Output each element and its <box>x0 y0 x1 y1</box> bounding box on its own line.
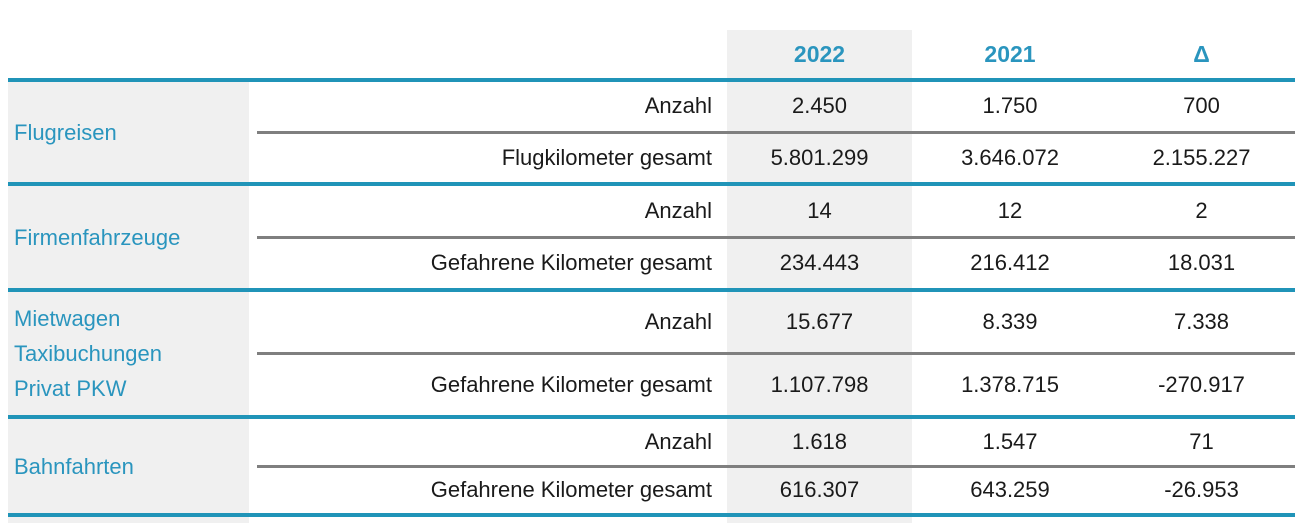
group-firmenfahrzeuge: Firmenfahrzeuge Anzahl 14 12 2 Gefahrene… <box>8 186 1295 288</box>
value-2021: 216.412 <box>970 250 1050 276</box>
group-separator <box>8 78 1295 82</box>
value-delta: 700 <box>1183 93 1220 119</box>
value-2022: 15.677 <box>785 309 854 334</box>
table-row: Flugkilometer gesamt 5.801.299 3.646.072… <box>257 134 1295 183</box>
value-2021: 1.547 <box>982 428 1038 454</box>
group-mietwagen-taxi-privat: Mietwagen Taxibuchungen Privat PKW Anzah… <box>8 292 1295 415</box>
table-row: Anzahl 1.618 1.547 71 <box>257 419 1295 465</box>
category-line: Privat PKW <box>14 376 127 401</box>
category-line: Bahnfahrten <box>14 453 134 479</box>
table-row: Gefahrene Kilometer gesamt 616.307 643.2… <box>257 468 1295 514</box>
row-divider <box>257 352 1295 355</box>
table-row: Gefahrene Kilometer gesamt 234.443 216.4… <box>257 239 1295 289</box>
group-rows: Anzahl 14 12 2 Gefahrene Kilometer gesam… <box>257 186 1295 288</box>
category-label: Mietwagen Taxibuchungen Privat PKW <box>8 292 249 415</box>
value-2022: 2.450 <box>791 93 848 119</box>
category-label: Flugreisen <box>8 82 249 182</box>
value-2021: 1.378.715 <box>961 372 1059 397</box>
group-bahnfahrten: Bahnfahrten Anzahl 1.618 1.547 71 Gefahr… <box>8 419 1295 513</box>
value-delta: 71 <box>1189 428 1214 454</box>
metric-label: Gefahrene Kilometer gesamt <box>430 372 712 397</box>
value-2021: 8.339 <box>982 309 1038 334</box>
group-rows: Anzahl 2.450 1.750 700 Flugkilometer ges… <box>257 82 1295 182</box>
value-2021: 12 <box>997 197 1023 223</box>
value-2022: 1.107.798 <box>770 372 869 397</box>
table-row: Gefahrene Kilometer gesamt 1.107.798 1.3… <box>257 355 1295 415</box>
group-separator <box>8 415 1295 419</box>
metric-label: Anzahl <box>644 197 712 223</box>
table-row: Anzahl 2.450 1.750 700 <box>257 82 1295 131</box>
table-row: Anzahl 14 12 2 <box>257 186 1295 236</box>
table-row: Anzahl 15.677 8.339 7.338 <box>257 292 1295 352</box>
group-flugreisen: Flugreisen Anzahl 2.450 1.750 700 Flugki… <box>8 82 1295 182</box>
category-line: Flugreisen <box>14 119 117 145</box>
group-separator <box>8 182 1295 186</box>
value-delta: -26.953 <box>1164 477 1239 503</box>
category-label: Bahnfahrten <box>8 419 249 513</box>
group-rows: Anzahl 15.677 8.339 7.338 Gefahrene Kilo… <box>257 292 1295 415</box>
value-2022: 14 <box>807 197 832 223</box>
group-rows: Anzahl 1.618 1.547 71 Gefahrene Kilomete… <box>257 419 1295 513</box>
value-2022: 5.801.299 <box>770 144 869 170</box>
category-line: Taxibuchungen <box>14 341 163 366</box>
row-divider <box>257 235 1295 239</box>
travel-data-table: 2022 2021 Δ Flugreisen Anzahl 2.450 1.75… <box>8 30 1295 517</box>
value-delta: -270.917 <box>1158 372 1245 397</box>
table-header-row: 2022 2021 Δ <box>8 30 1295 78</box>
value-2022: 234.443 <box>779 250 860 276</box>
row-divider <box>257 464 1295 468</box>
category-line: Firmenfahrzeuge <box>14 224 181 250</box>
column-2022-highlight-band <box>727 30 912 523</box>
table-bottom-border <box>8 513 1295 517</box>
value-2022: 616.307 <box>779 477 860 503</box>
value-2021: 1.750 <box>982 93 1038 119</box>
value-delta: 18.031 <box>1167 250 1236 276</box>
value-delta: 7.338 <box>1173 309 1230 334</box>
category-line: Mietwagen <box>14 306 121 331</box>
value-delta: 2 <box>1195 197 1208 223</box>
category-label: Firmenfahrzeuge <box>8 186 249 288</box>
category-column-band <box>8 82 249 523</box>
column-header-2022: 2022 <box>793 40 846 67</box>
column-header-2021: 2021 <box>984 40 1036 67</box>
metric-label: Gefahrene Kilometer gesamt <box>430 250 712 276</box>
value-2021: 643.259 <box>970 477 1050 503</box>
column-header-delta: Δ <box>1193 40 1210 67</box>
value-2021: 3.646.072 <box>961 144 1059 170</box>
metric-label: Anzahl <box>644 428 712 454</box>
row-divider <box>257 130 1295 134</box>
metric-label: Anzahl <box>644 309 712 334</box>
metric-label: Flugkilometer gesamt <box>501 144 712 170</box>
group-separator <box>8 288 1295 292</box>
value-delta: 2.155.227 <box>1152 144 1251 170</box>
metric-label: Gefahrene Kilometer gesamt <box>430 477 712 503</box>
value-2022: 1.618 <box>791 428 848 454</box>
metric-label: Anzahl <box>644 93 712 119</box>
